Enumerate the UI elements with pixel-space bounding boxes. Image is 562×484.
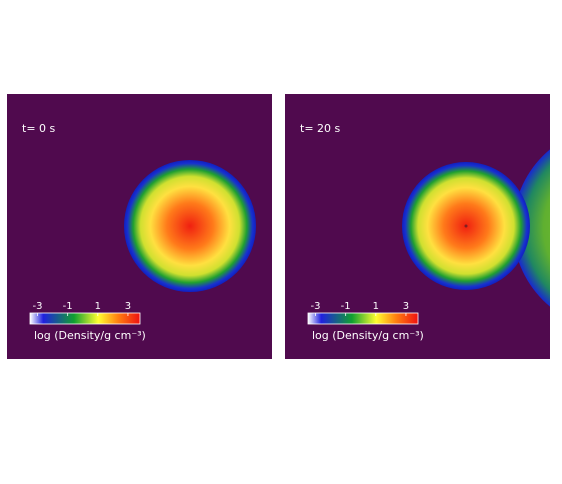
time-label: t= 20 s (300, 122, 341, 135)
colorbar (29, 312, 141, 325)
companion (513, 149, 550, 307)
star (124, 160, 256, 292)
time-label: t= 0 s (22, 122, 56, 135)
colorbar (307, 312, 419, 325)
colorbar-tick-label: 3 (403, 301, 409, 312)
colorbar-label: log (Density/g cm⁻³) (34, 329, 146, 342)
colorbar-tick-label: -1 (341, 301, 351, 312)
colorbar-tick-label: 1 (373, 301, 379, 312)
colorbar-tick-label: -1 (63, 301, 73, 312)
colorbar-tick-label: -3 (33, 301, 43, 312)
colorbar-tick-label: -3 (311, 301, 321, 312)
colorbar-label: log (Density/g cm⁻³) (312, 329, 424, 342)
colorbar-tick-label: 3 (125, 301, 131, 312)
colorbar-tick-label: 1 (95, 301, 101, 312)
core (464, 224, 468, 228)
